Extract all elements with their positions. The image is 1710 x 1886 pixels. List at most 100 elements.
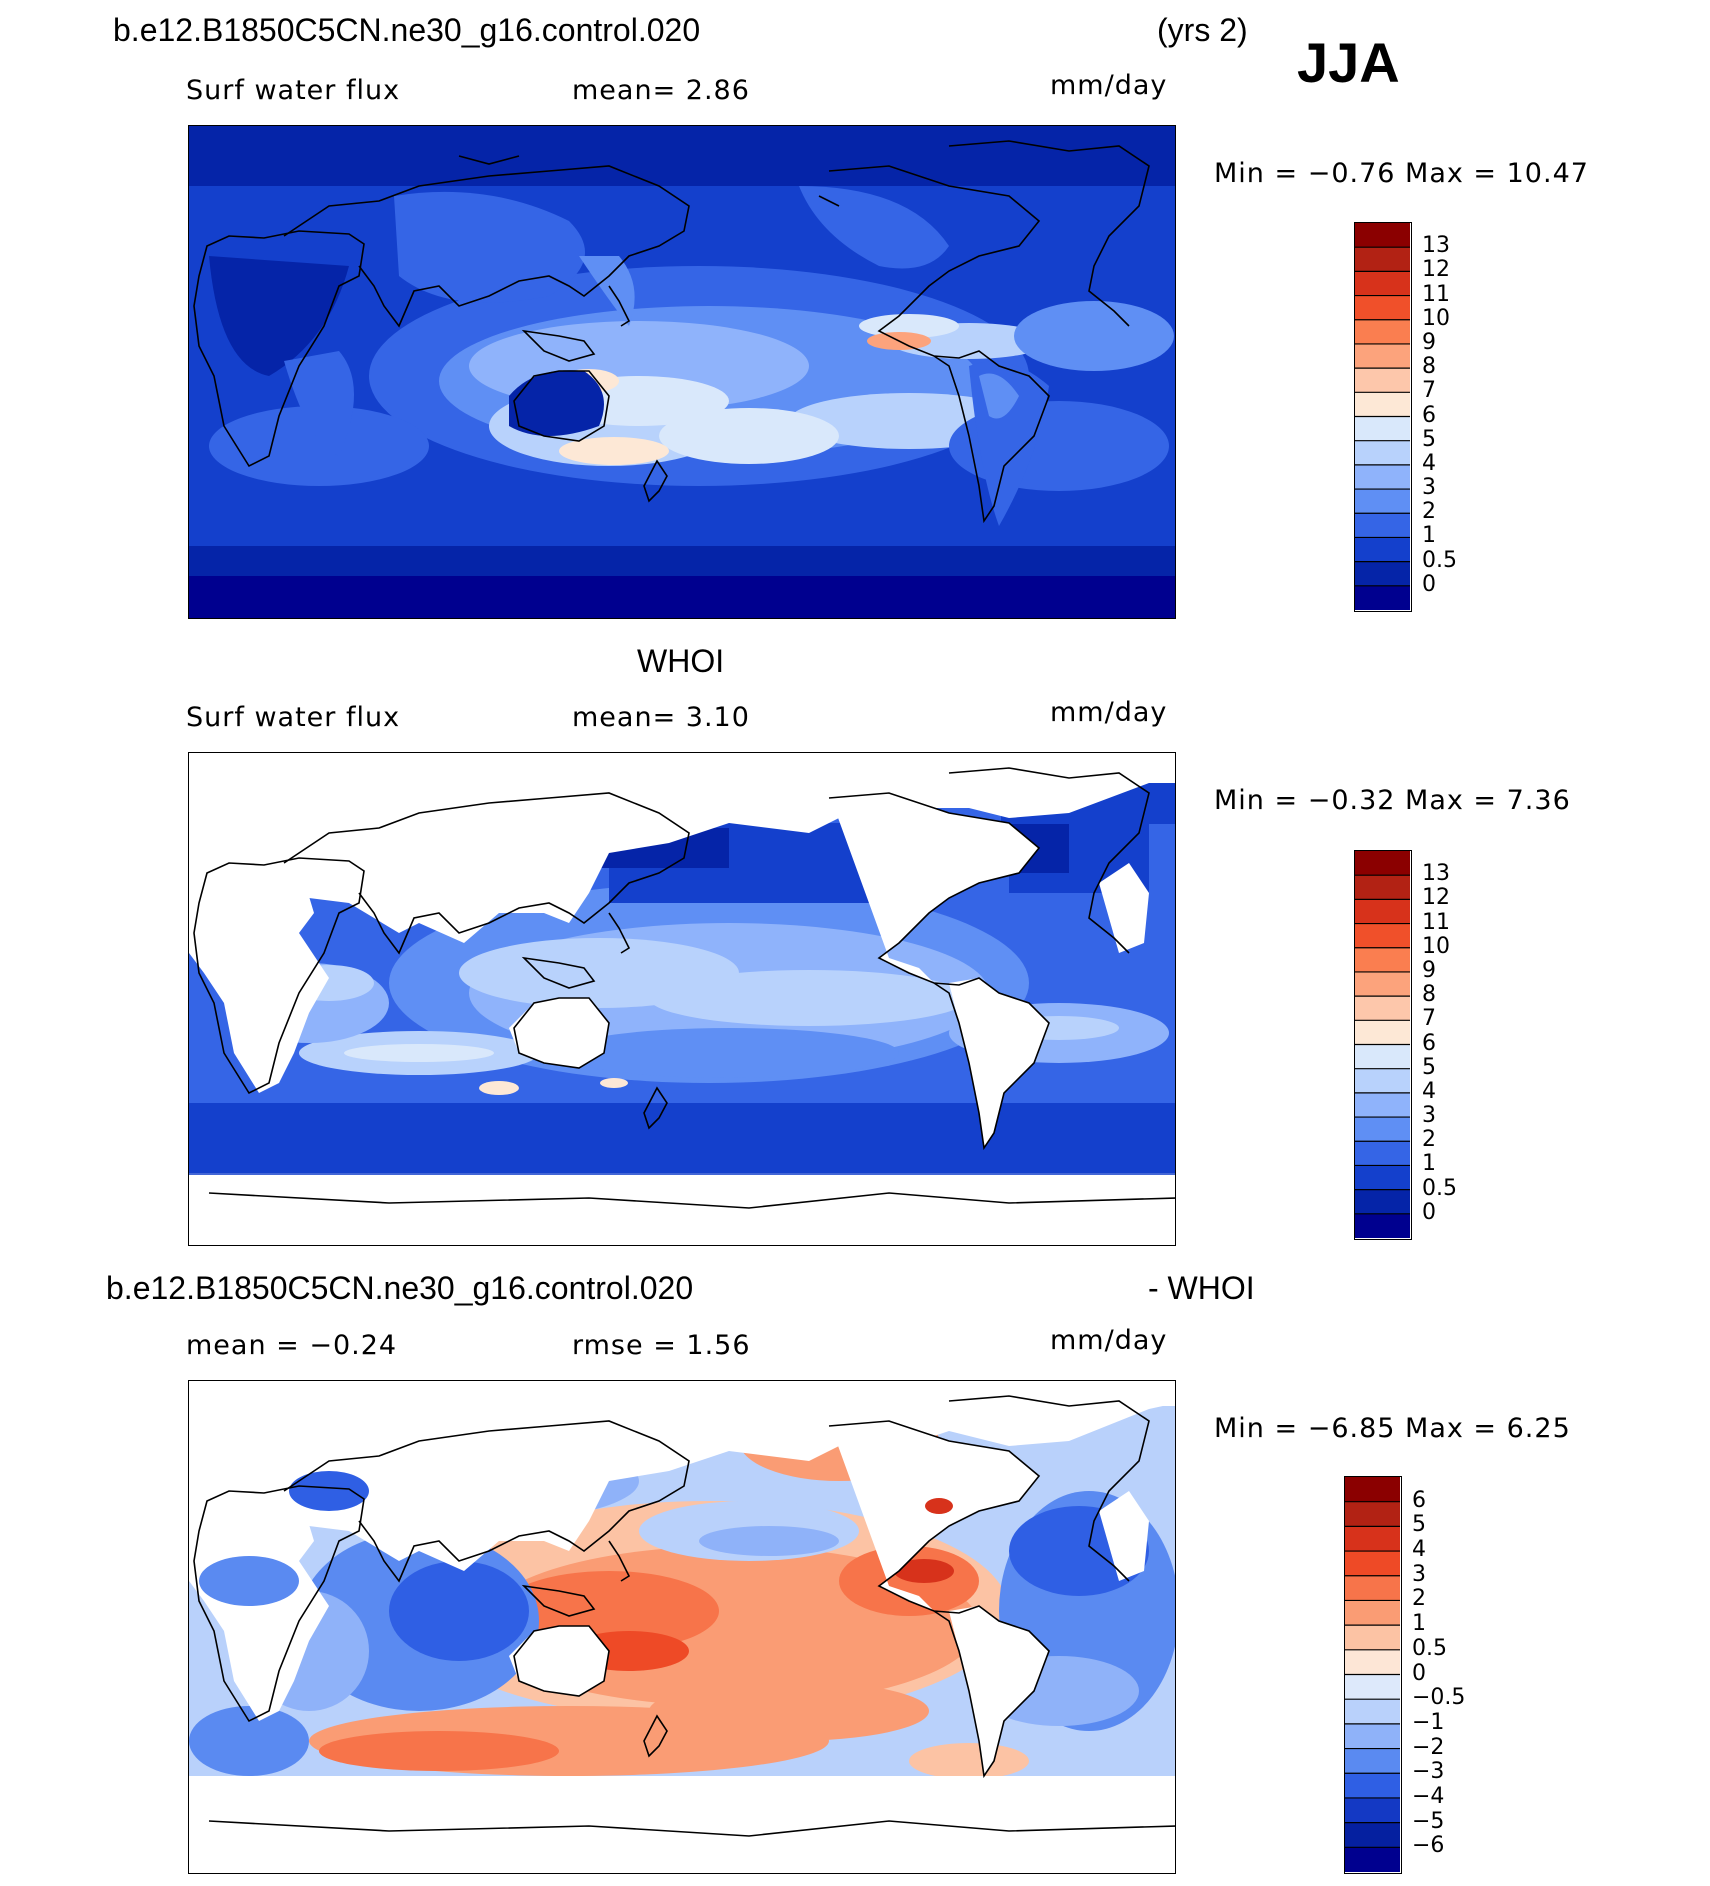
panel2-title: WHOI bbox=[637, 643, 725, 679]
colorbar-tick-label: 6 bbox=[1412, 1487, 1426, 1513]
colorbar-swatch bbox=[1345, 1797, 1400, 1824]
panel3-units-label: mm/day bbox=[1050, 1325, 1168, 1356]
panel2-map bbox=[188, 752, 1176, 1246]
colorbar-tick-label: 3 bbox=[1422, 1103, 1436, 1129]
colorbar-swatch bbox=[1355, 464, 1410, 490]
panel3-title-right: - WHOI bbox=[1148, 1270, 1255, 1306]
colorbar-tick-label: 0.5 bbox=[1422, 1175, 1457, 1201]
colorbar-swatch bbox=[1355, 923, 1410, 949]
colorbar-swatch bbox=[1355, 440, 1410, 466]
colorbar-swatch bbox=[1345, 1477, 1400, 1503]
colorbar-tick-label: 1 bbox=[1412, 1611, 1426, 1637]
colorbar-swatch bbox=[1355, 1165, 1410, 1191]
colorbar-tick-label: 0 bbox=[1422, 1199, 1436, 1225]
colorbar-swatch bbox=[1355, 1117, 1410, 1142]
panel1-colorbar bbox=[1354, 222, 1412, 612]
colorbar-swatch bbox=[1355, 1213, 1410, 1238]
colorbar-tick-label: 5 bbox=[1422, 1054, 1436, 1080]
years-label: (yrs 2) bbox=[1157, 12, 1248, 48]
colorbar-tick-label: 7 bbox=[1422, 378, 1436, 404]
season-label: JJA bbox=[1297, 31, 1400, 94]
colorbar-swatch bbox=[1345, 1501, 1400, 1527]
colorbar-swatch bbox=[1355, 1141, 1410, 1166]
colorbar-swatch bbox=[1345, 1723, 1400, 1750]
colorbar-swatch bbox=[1355, 1020, 1410, 1045]
colorbar-swatch bbox=[1345, 1551, 1400, 1577]
colorbar-tick-label: −6 bbox=[1412, 1833, 1445, 1859]
colorbar-tick-label: 12 bbox=[1422, 257, 1450, 283]
panel3-rmse-label: rmse = 1.56 bbox=[572, 1330, 751, 1361]
colorbar-tick-label: 13 bbox=[1422, 233, 1450, 259]
colorbar-swatch bbox=[1345, 1575, 1400, 1601]
colorbar-swatch bbox=[1355, 996, 1410, 1021]
colorbar-swatch bbox=[1355, 416, 1410, 442]
colorbar-tick-label: 2 bbox=[1422, 1127, 1436, 1153]
colorbar-swatch bbox=[1355, 537, 1410, 563]
colorbar-tick-label: 2 bbox=[1412, 1586, 1426, 1612]
colorbar-swatch bbox=[1345, 1699, 1400, 1725]
colorbar-swatch bbox=[1355, 851, 1410, 876]
panel1-mean-label: mean= 2.86 bbox=[572, 75, 750, 106]
colorbar-swatch bbox=[1345, 1847, 1400, 1872]
panel3-colorbar bbox=[1344, 1476, 1402, 1874]
colorbar-tick-label: 8 bbox=[1422, 982, 1436, 1008]
colorbar-swatch bbox=[1355, 1068, 1410, 1094]
panel1-variable-label: Surf water flux bbox=[186, 75, 401, 106]
colorbar-swatch bbox=[1345, 1649, 1400, 1675]
colorbar-swatch bbox=[1355, 585, 1410, 610]
colorbar-swatch bbox=[1345, 1674, 1400, 1700]
panel3-map bbox=[188, 1380, 1176, 1874]
colorbar-tick-label: −0.5 bbox=[1412, 1685, 1466, 1711]
colorbar-tick-label: 7 bbox=[1422, 1006, 1436, 1032]
colorbar-tick-label: 1 bbox=[1422, 1151, 1436, 1177]
colorbar-tick-label: 5 bbox=[1412, 1512, 1426, 1538]
colorbar-tick-label: 8 bbox=[1422, 354, 1436, 380]
panel3-minmax-label: Min = −6.85 Max = 6.25 bbox=[1214, 1413, 1571, 1444]
colorbar-tick-label: 1 bbox=[1422, 523, 1436, 549]
panel1-map bbox=[188, 125, 1176, 619]
panel1-map-field bbox=[189, 126, 1175, 618]
colorbar-swatch bbox=[1355, 319, 1410, 345]
colorbar-swatch bbox=[1345, 1526, 1400, 1552]
colorbar-swatch bbox=[1355, 392, 1410, 417]
panel1-minmax-label: Min = −0.76 Max = 10.47 bbox=[1214, 158, 1589, 189]
colorbar-tick-label: −3 bbox=[1412, 1759, 1445, 1785]
colorbar-swatch bbox=[1355, 947, 1410, 973]
colorbar-swatch bbox=[1355, 561, 1410, 587]
colorbar-tick-label: 4 bbox=[1422, 1078, 1436, 1104]
colorbar-swatch bbox=[1345, 1600, 1400, 1626]
colorbar-tick-label: 11 bbox=[1422, 281, 1450, 307]
colorbar-tick-label: 9 bbox=[1422, 957, 1436, 983]
panel2-minmax-label: Min = −0.32 Max = 7.36 bbox=[1214, 785, 1571, 816]
colorbar-swatch bbox=[1355, 368, 1410, 393]
colorbar-tick-label: 0 bbox=[1422, 571, 1436, 597]
panel1-units-label: mm/day bbox=[1050, 70, 1168, 101]
colorbar-swatch bbox=[1355, 1189, 1410, 1215]
colorbar-tick-label: 4 bbox=[1412, 1537, 1426, 1563]
colorbar-tick-label: 0.5 bbox=[1422, 547, 1457, 573]
colorbar-swatch bbox=[1345, 1773, 1400, 1799]
panel3-title-left: b.e12.B1850C5CN.ne30_g16.control.020 bbox=[106, 1270, 694, 1306]
colorbar-tick-label: 0.5 bbox=[1412, 1635, 1447, 1661]
panel2-variable-label: Surf water flux bbox=[186, 702, 401, 733]
panel2-colorbar-swatches bbox=[1355, 851, 1410, 1238]
colorbar-swatch bbox=[1355, 223, 1410, 248]
colorbar-tick-label: 3 bbox=[1412, 1561, 1426, 1587]
colorbar-tick-label: 0 bbox=[1412, 1660, 1426, 1686]
colorbar-tick-label: 10 bbox=[1422, 933, 1450, 959]
colorbar-tick-label: −4 bbox=[1412, 1783, 1445, 1809]
case-title: b.e12.B1850C5CN.ne30_g16.control.020 bbox=[113, 12, 701, 48]
panel3-map-field bbox=[189, 1381, 1175, 1873]
colorbar-tick-label: −5 bbox=[1412, 1808, 1445, 1834]
colorbar-swatch bbox=[1355, 1044, 1410, 1070]
colorbar-swatch bbox=[1355, 899, 1410, 925]
colorbar-tick-label: 4 bbox=[1422, 450, 1436, 476]
colorbar-tick-label: 9 bbox=[1422, 329, 1436, 355]
colorbar-swatch bbox=[1355, 247, 1410, 272]
colorbar-tick-label: 6 bbox=[1422, 1030, 1436, 1056]
colorbar-tick-label: 2 bbox=[1422, 499, 1436, 525]
colorbar-swatch bbox=[1345, 1822, 1400, 1848]
colorbar-tick-label: −1 bbox=[1412, 1709, 1445, 1735]
colorbar-swatch bbox=[1355, 271, 1410, 297]
colorbar-swatch bbox=[1355, 1092, 1410, 1118]
